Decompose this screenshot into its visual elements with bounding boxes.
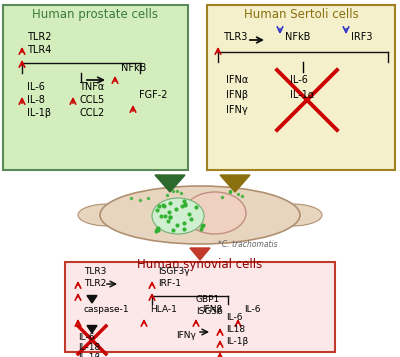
Polygon shape	[155, 175, 185, 192]
Bar	[207, 5, 395, 170]
Text: caspase-1: caspase-1	[84, 305, 130, 313]
Text: TLR4: TLR4	[27, 45, 51, 55]
Text: FGF-2: FGF-2	[139, 90, 168, 100]
Text: *C. trachomatis: *C. trachomatis	[218, 240, 278, 249]
Ellipse shape	[78, 204, 138, 226]
Text: TNFα: TNFα	[79, 82, 104, 92]
Text: GBP1: GBP1	[196, 296, 220, 305]
Text: IL-6: IL-6	[226, 313, 242, 322]
Bar	[3, 5, 188, 170]
Text: IL-1α: IL-1α	[290, 90, 314, 100]
Ellipse shape	[262, 204, 322, 226]
Text: NFkB: NFkB	[121, 63, 146, 73]
Text: IL-6: IL-6	[244, 305, 260, 313]
Text: NFkB: NFkB	[285, 32, 310, 42]
Ellipse shape	[184, 192, 246, 234]
Text: IL-1β: IL-1β	[78, 352, 100, 357]
Text: IL-18: IL-18	[78, 342, 100, 352]
Text: HLA-1: HLA-1	[150, 305, 177, 313]
Text: TLR2: TLR2	[27, 32, 52, 42]
Text: IL-1β: IL-1β	[27, 108, 51, 118]
Text: Human synovial cells: Human synovial cells	[137, 258, 263, 271]
Text: IL-8: IL-8	[27, 95, 45, 105]
Text: IL-6: IL-6	[290, 75, 308, 85]
Bar	[65, 262, 335, 352]
Text: TLR2: TLR2	[84, 278, 106, 287]
Text: IFNβ: IFNβ	[202, 305, 222, 313]
Text: IL18: IL18	[226, 326, 245, 335]
Text: TLR3: TLR3	[223, 32, 247, 42]
Text: ISGF3γ: ISGF3γ	[158, 266, 190, 276]
Text: CCL5: CCL5	[79, 95, 104, 105]
Text: IFNα: IFNα	[226, 75, 248, 85]
Text: IL-6: IL-6	[78, 332, 94, 342]
Text: IRF3: IRF3	[351, 32, 372, 42]
Text: IFNβ: IFNβ	[226, 90, 248, 100]
Text: ISG56: ISG56	[196, 307, 223, 316]
Polygon shape	[190, 248, 210, 260]
Text: IFNγ: IFNγ	[226, 105, 248, 115]
Polygon shape	[87, 296, 97, 303]
Text: IFNγ: IFNγ	[176, 331, 196, 340]
Text: Human prostate cells: Human prostate cells	[32, 8, 158, 21]
Text: IL-6: IL-6	[27, 82, 45, 92]
Polygon shape	[220, 175, 250, 192]
Text: CCL2: CCL2	[79, 108, 104, 118]
Text: IL-1β: IL-1β	[226, 337, 248, 347]
Polygon shape	[87, 326, 97, 333]
Text: Human Sertoli cells: Human Sertoli cells	[244, 8, 358, 21]
Ellipse shape	[100, 186, 300, 244]
Ellipse shape	[152, 198, 204, 234]
Text: TLR3: TLR3	[84, 266, 106, 276]
Text: IRF-1: IRF-1	[158, 278, 181, 287]
